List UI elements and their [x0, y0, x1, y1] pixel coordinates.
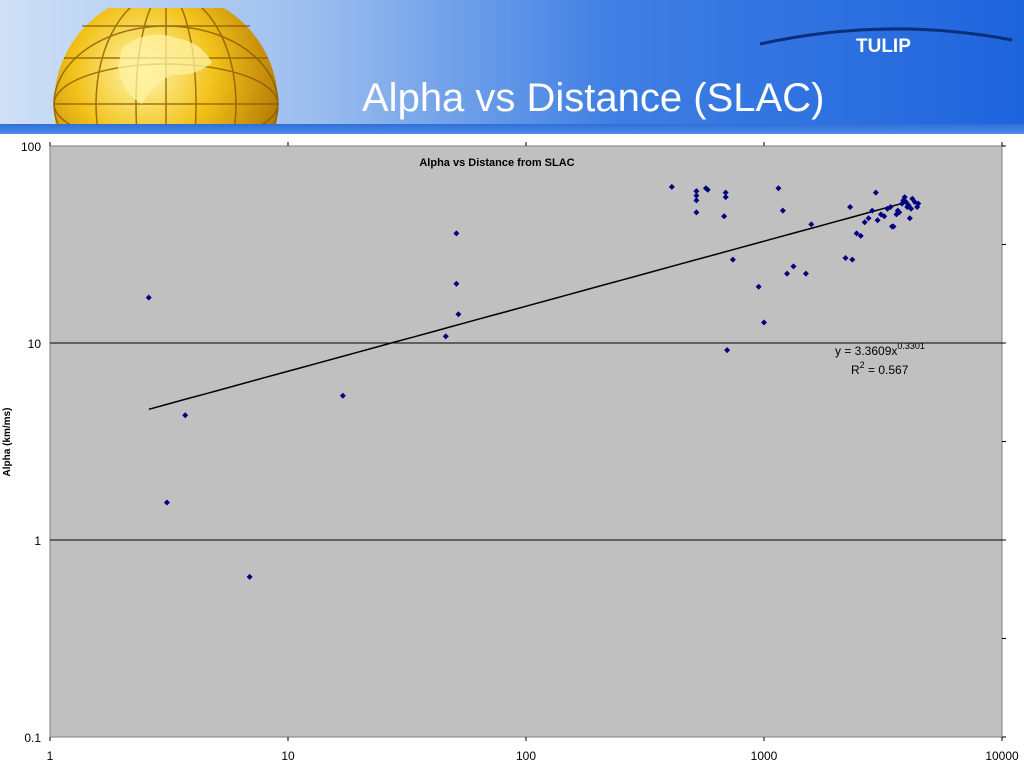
brand-label: TULIP	[856, 36, 911, 57]
data-point	[453, 280, 460, 287]
data-point	[906, 215, 913, 222]
data-point	[724, 347, 731, 354]
header-banner: TULIP Alpha vs Distance (SLAC)	[0, 0, 1024, 124]
data-point	[808, 221, 815, 228]
y-tick-label: 100	[21, 140, 41, 154]
data-point	[442, 333, 449, 340]
x-tick-label: 100	[516, 749, 536, 763]
data-point	[896, 209, 903, 216]
plot-area	[49, 145, 1003, 738]
trend-r-squared: R2 = 0.567	[851, 360, 909, 377]
data-point	[163, 499, 170, 506]
data-point	[775, 185, 782, 192]
data-point	[761, 319, 767, 326]
data-point	[729, 256, 736, 263]
banner-underline	[0, 124, 1024, 134]
data-point	[842, 255, 849, 262]
slide-title: Alpha vs Distance (SLAC)	[362, 76, 825, 120]
globe-icon	[53, 8, 279, 124]
x-tick-label: 1	[47, 749, 54, 763]
data-point	[908, 205, 915, 212]
data-point	[869, 207, 876, 214]
data-point	[182, 412, 189, 419]
data-point	[881, 213, 888, 220]
trend-equation: y = 3.3609x0.3301	[835, 341, 925, 358]
data-point	[905, 202, 912, 209]
y-tick-label: 10	[28, 337, 42, 351]
data-point	[853, 230, 860, 237]
data-point	[857, 232, 864, 239]
data-point	[339, 392, 346, 399]
data-point	[704, 186, 711, 193]
data-point	[802, 270, 809, 277]
chart-title: Alpha vs Distance from SLAC	[419, 157, 574, 169]
data-point	[884, 205, 891, 212]
brand-swoosh	[759, 27, 1013, 46]
x-tick-label: 10	[281, 749, 295, 763]
data-point	[915, 200, 922, 207]
data-point	[865, 215, 872, 222]
x-tick-label: 1000	[751, 749, 778, 763]
data-point	[847, 204, 854, 211]
data-point	[668, 183, 675, 190]
data-point	[722, 189, 729, 196]
data-point	[693, 209, 700, 216]
data-point	[784, 270, 791, 277]
data-point	[722, 194, 729, 201]
data-point	[779, 207, 786, 214]
data-point	[453, 230, 460, 237]
data-point	[755, 283, 762, 290]
data-point	[849, 256, 856, 263]
data-point	[693, 197, 700, 204]
data-point	[246, 573, 253, 580]
data-point	[790, 263, 797, 270]
x-tick-label: 10000	[985, 749, 1019, 763]
data-point	[874, 217, 881, 224]
y-axis-label: Alpha (km/ms)	[2, 408, 13, 477]
y-tick-label: 0.1	[24, 731, 41, 745]
data-point	[887, 204, 894, 211]
data-point	[455, 311, 462, 318]
data-point	[145, 294, 152, 301]
trend-line	[148, 201, 908, 411]
data-point	[890, 223, 897, 230]
alpha-distance-chart: Alpha vs Distance from SLAC Alpha (km/ms…	[2, 140, 1019, 763]
data-point	[901, 194, 908, 201]
data-point	[693, 188, 700, 195]
data-point	[872, 189, 879, 196]
data-point	[721, 213, 728, 220]
data-point	[861, 219, 868, 226]
data-point	[877, 211, 884, 218]
data-point	[693, 192, 700, 199]
y-tick-label: 1	[34, 534, 41, 548]
